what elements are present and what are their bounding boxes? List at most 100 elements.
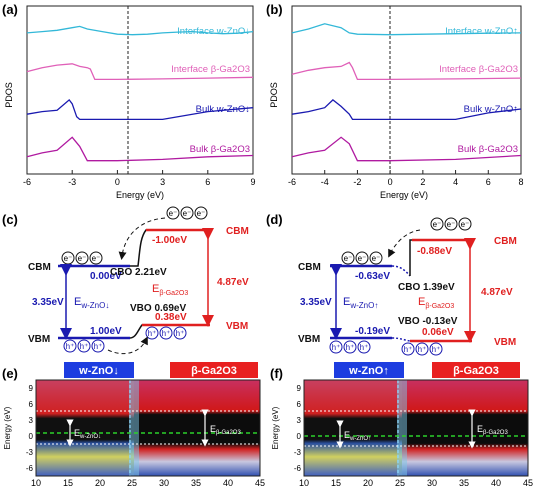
heatmap-ga-f <box>402 380 528 476</box>
panel-label-f: (f) <box>270 366 283 381</box>
x-tick-label-f-4: 30 <box>427 478 437 488</box>
svg-text:h⁺: h⁺ <box>404 345 413 354</box>
svg-text:h⁺: h⁺ <box>346 343 355 352</box>
x-tick-label-b-0: -6 <box>288 177 296 187</box>
x-tick-label-e-1: 15 <box>63 478 73 488</box>
ga-vb-value-d: 0.06eV <box>422 327 454 338</box>
svg-text:h⁺: h⁺ <box>360 343 369 352</box>
interface-cb-c <box>130 229 210 267</box>
svg-text:e⁻: e⁻ <box>447 220 456 229</box>
vbm-label-left-c: VBM <box>28 334 50 345</box>
series-label-a-4: Bulk β-Ga2O3 <box>190 144 250 155</box>
svg-text:e⁻: e⁻ <box>197 209 206 218</box>
e-zno-label-c: Ew-ZnO↓ <box>74 296 109 310</box>
y-tick-label-f-3: 0 <box>297 432 302 441</box>
y-tick-label-e-1: 6 <box>29 400 34 409</box>
heatmap-ga-e <box>134 380 260 476</box>
e-zno-label-d: Ew-ZnO↑ <box>343 296 378 310</box>
pdos-curves-b <box>291 23 522 162</box>
series-label-b-4: Bulk β-Ga2O3 <box>458 144 518 155</box>
heatmap-frame-f <box>303 379 529 477</box>
svg-text:e⁻: e⁻ <box>78 254 87 263</box>
svg-text:h⁺: h⁺ <box>148 329 157 338</box>
series-label-b-2: Interface β-Ga2O3 <box>439 64 518 75</box>
svg-text:e⁻: e⁻ <box>92 254 101 263</box>
pdos-curve-b-1 <box>291 23 522 36</box>
svg-text:e⁻: e⁻ <box>433 220 442 229</box>
ga-tag-label-e: β-Ga2O3 <box>191 365 237 377</box>
vbo-value-c: VBO 0.69eV <box>130 303 186 314</box>
ga-cb-value-d: -0.88eV <box>417 246 452 257</box>
hole-transfer-arrow-c <box>107 336 148 355</box>
zno-tag-f <box>334 362 404 378</box>
electron-transfer-arrow-d <box>388 229 421 258</box>
panel-label-c: (c) <box>2 212 18 227</box>
panel-label-e: (e) <box>2 366 18 381</box>
cbm-label-left-d: CBM <box>298 262 321 273</box>
electron-group-top-c: e⁻ e⁻ e⁻ <box>166 206 208 220</box>
series-label-b-3: Bulk w-ZnO↑ <box>464 104 518 115</box>
y-tick-label-e-5: -6 <box>26 464 34 473</box>
vbm-label-right-d: VBM <box>494 337 516 348</box>
cbo-value-d: CBO 1.39eV <box>398 282 455 293</box>
zno-vb-value-d: -0.19eV <box>355 326 390 337</box>
x-tick-label-e-2: 20 <box>95 478 105 488</box>
x-tick-label-f-6: 40 <box>491 478 501 488</box>
x-ticks-b: -6 -4 -2 0 2 4 6 8 <box>288 170 524 187</box>
electron-group-left-d: e⁻ e⁻ e⁻ <box>341 251 383 265</box>
y-axis-label-e: Energy (eV) <box>3 406 12 449</box>
heatmap-zno-e <box>36 380 134 476</box>
x-tick-label-f-7: 45 <box>523 478 533 488</box>
vbm-label-right-c: VBM <box>226 321 248 332</box>
x-tick-label-f-1: 15 <box>331 478 341 488</box>
pdos-curve-b-3 <box>291 99 522 121</box>
x-tick-label-b-7: 8 <box>518 177 523 187</box>
x-tick-label-e-0: 10 <box>31 478 41 488</box>
x-tick-label-a-4: 6 <box>205 177 210 187</box>
interface-cb-bend-d <box>391 265 411 277</box>
x-tick-label-f-0: 10 <box>299 478 309 488</box>
series-label-a-1: Interface w-ZnO↓ <box>177 26 250 37</box>
svg-text:e⁻: e⁻ <box>183 209 192 218</box>
y-axis-label-f: Energy (eV) <box>271 406 280 449</box>
svg-text:h⁺: h⁺ <box>94 342 103 351</box>
zno-gap-value-c: 3.35eV <box>32 297 64 308</box>
x-axis-label-b: Energy (eV) <box>380 190 428 200</box>
pdos-curves-a <box>26 25 254 162</box>
vbo-value-d: VBO -0.13eV <box>398 316 458 327</box>
ga-gap-value-d: 4.87eV <box>481 287 513 298</box>
x-tick-label-e-3: 25 <box>127 478 137 488</box>
series-label-a-2: Interface β-Ga2O3 <box>171 64 250 75</box>
pdos-curve-a-3 <box>26 98 254 121</box>
x-tick-label-a-5: 9 <box>250 177 255 187</box>
ga-gap-value-c: 4.87eV <box>217 277 249 288</box>
cbo-value-c: CBO 2.21eV <box>110 267 167 278</box>
svg-text:e⁻: e⁻ <box>169 209 178 218</box>
x-ticks-a: -6 -3 0 3 6 9 <box>23 170 256 187</box>
electron-transfer-arrow-c <box>118 217 166 260</box>
cbm-label-right-c: CBM <box>226 226 249 237</box>
electron-group-left-c: e⁻ e⁻ e⁻ <box>61 251 103 265</box>
x-axis-label-a: Energy (eV) <box>116 190 164 200</box>
x-tick-label-e-6: 40 <box>223 478 233 488</box>
heatmap-zno-f <box>304 380 402 476</box>
hole-group-right-d: h⁺ h⁺ h⁺ <box>401 342 443 356</box>
y-tick-label-f-1: 6 <box>297 400 302 409</box>
panel-c: (c) e⁻ e⁻ e⁻ e⁻ e⁻ e⁻ CBM VBM CBM VBM 3.… <box>2 206 249 355</box>
cbm-label-left-c: CBM <box>28 262 51 273</box>
y-tick-label-e-2: 3 <box>29 416 34 425</box>
hole-group-left-d: h⁺ h⁺ h⁺ <box>329 340 371 354</box>
svg-text:e⁻: e⁻ <box>461 220 470 229</box>
zno-tag-label-f: w-ZnO↑ <box>348 365 389 377</box>
panel-label-b: (b) <box>266 2 283 17</box>
x-tick-label-a-3: 3 <box>160 177 165 187</box>
x-tick-label-b-3: 0 <box>388 177 393 187</box>
x-tick-label-e-5: 35 <box>191 478 201 488</box>
y-tick-label-f-2: 3 <box>297 416 302 425</box>
svg-text:e⁻: e⁻ <box>372 254 381 263</box>
pdos-curve-a-2 <box>26 63 254 81</box>
svg-text:h⁺: h⁺ <box>66 342 75 351</box>
y-tick-label-f-5: -6 <box>294 464 302 473</box>
svg-text:h⁺: h⁺ <box>432 345 441 354</box>
